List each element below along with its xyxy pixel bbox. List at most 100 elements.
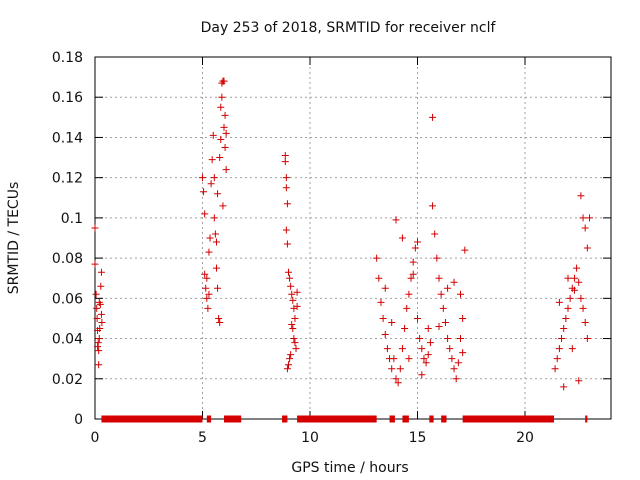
data-point bbox=[203, 294, 211, 302]
data-point bbox=[429, 113, 437, 121]
data-point bbox=[388, 318, 396, 326]
data-point bbox=[581, 224, 589, 232]
data-point bbox=[91, 260, 99, 268]
data-point bbox=[216, 154, 224, 162]
y-tick-label: 0 bbox=[74, 412, 83, 428]
data-point bbox=[452, 375, 460, 383]
data-point bbox=[450, 365, 458, 373]
zero-value-bar bbox=[462, 415, 555, 423]
y-tick-label: 0.12 bbox=[52, 171, 83, 187]
data-point bbox=[286, 355, 294, 363]
data-point bbox=[94, 339, 102, 347]
data-point bbox=[409, 270, 417, 278]
data-point bbox=[293, 288, 301, 296]
data-point bbox=[401, 325, 409, 332]
data-point bbox=[564, 304, 572, 312]
data-point bbox=[204, 304, 212, 312]
data-point bbox=[215, 314, 223, 322]
data-point bbox=[411, 244, 419, 252]
data-point bbox=[392, 216, 400, 224]
data-point bbox=[583, 244, 591, 252]
data-point bbox=[555, 345, 563, 353]
chart-title: Day 253 of 2018, SRMTID for receiver ncl… bbox=[201, 20, 497, 36]
data-point bbox=[579, 304, 587, 312]
data-point bbox=[577, 294, 585, 302]
zero-value-bar bbox=[389, 415, 395, 423]
data-point bbox=[560, 325, 568, 332]
data-point bbox=[373, 254, 381, 262]
data-point bbox=[577, 192, 585, 200]
y-tick-label: 0.02 bbox=[52, 372, 83, 388]
data-point bbox=[289, 325, 297, 332]
data-point bbox=[414, 314, 421, 322]
data-point bbox=[454, 359, 462, 367]
data-point bbox=[201, 270, 209, 278]
data-point bbox=[437, 290, 445, 298]
data-point bbox=[407, 274, 415, 282]
data-point bbox=[429, 202, 437, 210]
data-point bbox=[207, 180, 215, 188]
zero-bars bbox=[101, 415, 588, 423]
data-point bbox=[282, 226, 290, 234]
data-point bbox=[381, 284, 389, 292]
y-tick-label: 0.18 bbox=[52, 50, 83, 66]
data-point bbox=[214, 190, 222, 198]
data-point bbox=[426, 339, 434, 347]
data-point bbox=[418, 371, 426, 379]
scatter-points bbox=[91, 77, 593, 391]
data-point bbox=[381, 331, 389, 339]
data-point bbox=[435, 274, 443, 282]
data-point bbox=[558, 335, 566, 343]
data-point bbox=[209, 131, 217, 139]
data-point bbox=[568, 345, 576, 353]
data-point bbox=[583, 335, 591, 343]
data-point bbox=[283, 200, 291, 208]
zero-value-bar bbox=[585, 415, 588, 423]
data-point bbox=[560, 383, 568, 391]
data-point bbox=[379, 314, 387, 322]
data-point bbox=[459, 349, 467, 357]
data-point bbox=[222, 166, 230, 174]
y-axis-label: SRMTID / TECUs bbox=[6, 182, 22, 295]
data-point bbox=[93, 304, 101, 312]
data-point bbox=[398, 345, 406, 353]
y-tick-label: 0.08 bbox=[52, 251, 83, 267]
data-point bbox=[220, 123, 228, 131]
data-point bbox=[93, 314, 101, 322]
data-point bbox=[212, 238, 220, 246]
data-point bbox=[435, 322, 443, 330]
data-point bbox=[287, 282, 295, 290]
zero-value-bar bbox=[206, 415, 212, 423]
data-point bbox=[377, 298, 385, 306]
data-point bbox=[216, 318, 224, 326]
data-point bbox=[433, 254, 441, 262]
data-point bbox=[566, 294, 574, 302]
data-point bbox=[91, 224, 99, 232]
data-point bbox=[283, 240, 291, 248]
x-axis-label: GPS time / hours bbox=[291, 460, 408, 476]
x-tick-label: 10 bbox=[301, 430, 319, 446]
data-point bbox=[446, 345, 454, 353]
data-point bbox=[418, 345, 426, 353]
data-point bbox=[383, 345, 391, 353]
data-point bbox=[414, 238, 421, 246]
data-point bbox=[444, 335, 452, 343]
zero-value-bar bbox=[282, 415, 288, 423]
data-point bbox=[217, 103, 225, 111]
data-point bbox=[92, 290, 100, 298]
data-point bbox=[285, 361, 292, 369]
data-point bbox=[210, 174, 218, 182]
data-point bbox=[211, 230, 219, 238]
data-point bbox=[281, 152, 289, 160]
data-point bbox=[288, 320, 296, 328]
data-point bbox=[281, 158, 289, 166]
data-point bbox=[405, 355, 413, 363]
data-point bbox=[396, 365, 404, 373]
data-point bbox=[441, 318, 449, 326]
data-point bbox=[293, 302, 301, 310]
data-point bbox=[202, 284, 210, 292]
data-point bbox=[199, 174, 206, 182]
data-point bbox=[221, 144, 229, 151]
data-point bbox=[586, 214, 593, 222]
